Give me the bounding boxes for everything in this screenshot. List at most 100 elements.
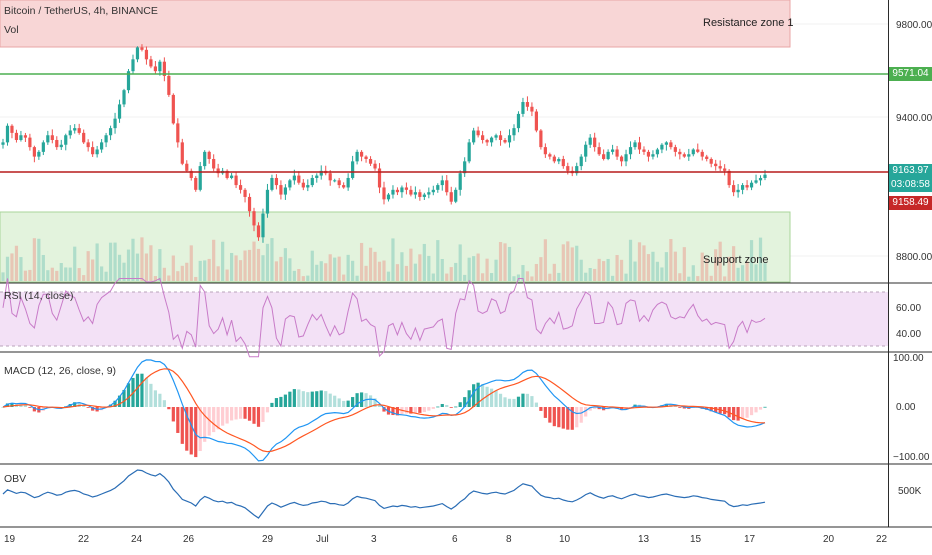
macd-hist-bar bbox=[32, 407, 36, 412]
macd-hist-bar bbox=[301, 391, 305, 407]
volume-bar bbox=[673, 251, 677, 281]
volume-bar bbox=[270, 238, 274, 281]
macd-hist-bar bbox=[530, 396, 534, 407]
volume-bar bbox=[23, 270, 28, 281]
macd-hist-bar bbox=[516, 396, 521, 407]
volume-bar bbox=[530, 276, 534, 281]
time-label: Jul bbox=[316, 534, 329, 545]
candle-body bbox=[386, 194, 391, 200]
volume-bar bbox=[548, 273, 552, 281]
volume-bar bbox=[310, 250, 314, 281]
candle-body bbox=[158, 61, 162, 72]
macd-hist-bar bbox=[409, 407, 413, 414]
candle-body bbox=[5, 125, 10, 143]
volume-bar bbox=[749, 240, 754, 281]
candle-body bbox=[534, 111, 538, 131]
volume-bar bbox=[247, 249, 252, 281]
candle-body bbox=[673, 147, 677, 152]
candle-body bbox=[167, 75, 171, 95]
candle-body bbox=[418, 192, 422, 197]
candle-body bbox=[575, 166, 579, 174]
candle-body bbox=[749, 182, 754, 188]
macd-hist-bar bbox=[373, 398, 377, 407]
support-zone[interactable] bbox=[0, 211, 791, 283]
candle-body bbox=[619, 156, 624, 162]
candle-body bbox=[108, 128, 113, 136]
time-label: 22 bbox=[78, 534, 90, 545]
candle-body bbox=[100, 142, 104, 150]
symbol-title[interactable]: Bitcoin / TetherUS, 4h, BINANCE bbox=[4, 5, 158, 17]
macd-hist-bar bbox=[597, 407, 601, 410]
candle-body bbox=[10, 125, 14, 133]
candle-body bbox=[391, 189, 395, 195]
resistance-zone[interactable] bbox=[0, 0, 791, 48]
macd-hist-bar bbox=[288, 391, 292, 407]
candle-body bbox=[732, 185, 736, 193]
macd-tick: 100.00 bbox=[893, 353, 924, 364]
candle-countdown: 03:08:58 bbox=[889, 178, 932, 192]
macd-hist-bar bbox=[221, 407, 225, 426]
volume-bar bbox=[55, 270, 59, 281]
macd-hist-bar bbox=[256, 407, 261, 427]
time-axis[interactable]: 19 22 24 26 29 Jul 3 6 8 10 13 15 17 20 … bbox=[4, 534, 888, 545]
volume-bar bbox=[579, 259, 583, 281]
macd-hist-bar bbox=[664, 403, 668, 407]
macd-hist-bar bbox=[216, 407, 220, 430]
macd-hist-bar bbox=[319, 390, 323, 407]
volume-bar bbox=[82, 275, 86, 281]
volume-bar bbox=[503, 243, 507, 281]
rsi-label[interactable]: RSI (14, close) bbox=[4, 290, 73, 302]
volume-bar bbox=[696, 276, 700, 281]
macd-hist-bar bbox=[709, 407, 713, 412]
macd-hist-bar bbox=[292, 389, 296, 407]
candle-body bbox=[50, 135, 54, 140]
candle-body bbox=[37, 151, 41, 157]
macd-hist-bar bbox=[189, 407, 193, 455]
candle-body bbox=[256, 225, 261, 238]
macd-hist-bar bbox=[575, 407, 579, 428]
candle-body bbox=[91, 147, 95, 155]
volume-bar bbox=[534, 263, 538, 281]
volume-bar bbox=[77, 268, 81, 281]
macd-hist-bar bbox=[351, 397, 355, 407]
volume-bar bbox=[664, 252, 668, 281]
resistance-price-tag[interactable]: 9571.04 bbox=[889, 67, 932, 81]
candle-body bbox=[498, 135, 503, 140]
volume-bar bbox=[642, 245, 646, 281]
macd-hist-bar bbox=[212, 407, 216, 433]
resistance-zone-label: Resistance zone 1 bbox=[703, 17, 794, 29]
macd-hist-bar bbox=[557, 407, 561, 428]
volume-bar bbox=[126, 249, 131, 281]
candle-body bbox=[28, 137, 32, 148]
candle-body bbox=[543, 147, 547, 155]
volume-bar bbox=[68, 267, 72, 281]
macd-hist-bar bbox=[476, 382, 480, 407]
support-price-tag[interactable]: 9158.49 bbox=[889, 196, 932, 210]
candle-body bbox=[265, 189, 270, 214]
candle-body bbox=[691, 149, 695, 155]
macd-label[interactable]: MACD (12, 26, close, 9) bbox=[4, 365, 116, 377]
volume-bar bbox=[207, 258, 211, 281]
volume-bar bbox=[100, 266, 104, 281]
volume-bar bbox=[373, 251, 377, 281]
obv-label[interactable]: OBV bbox=[4, 473, 26, 485]
candle-body bbox=[521, 102, 525, 114]
macd-hist-bar bbox=[238, 407, 243, 419]
volume-label[interactable]: Vol bbox=[4, 24, 19, 36]
volume-bar bbox=[449, 267, 453, 281]
candle-body bbox=[507, 135, 512, 143]
volume-bar bbox=[723, 276, 727, 281]
candle-body bbox=[449, 192, 453, 202]
current-price-tag[interactable]: 9163.97 bbox=[889, 164, 932, 178]
macd-hist-bar bbox=[593, 407, 597, 409]
volume-bar bbox=[221, 241, 225, 281]
candle-body bbox=[736, 189, 740, 193]
volume-bar bbox=[507, 246, 512, 281]
candle-body bbox=[126, 71, 131, 91]
volume-bar bbox=[691, 265, 695, 281]
macd-hist-bar bbox=[234, 407, 238, 420]
macd-hist-bar bbox=[203, 407, 207, 442]
volume-bar bbox=[5, 256, 10, 281]
